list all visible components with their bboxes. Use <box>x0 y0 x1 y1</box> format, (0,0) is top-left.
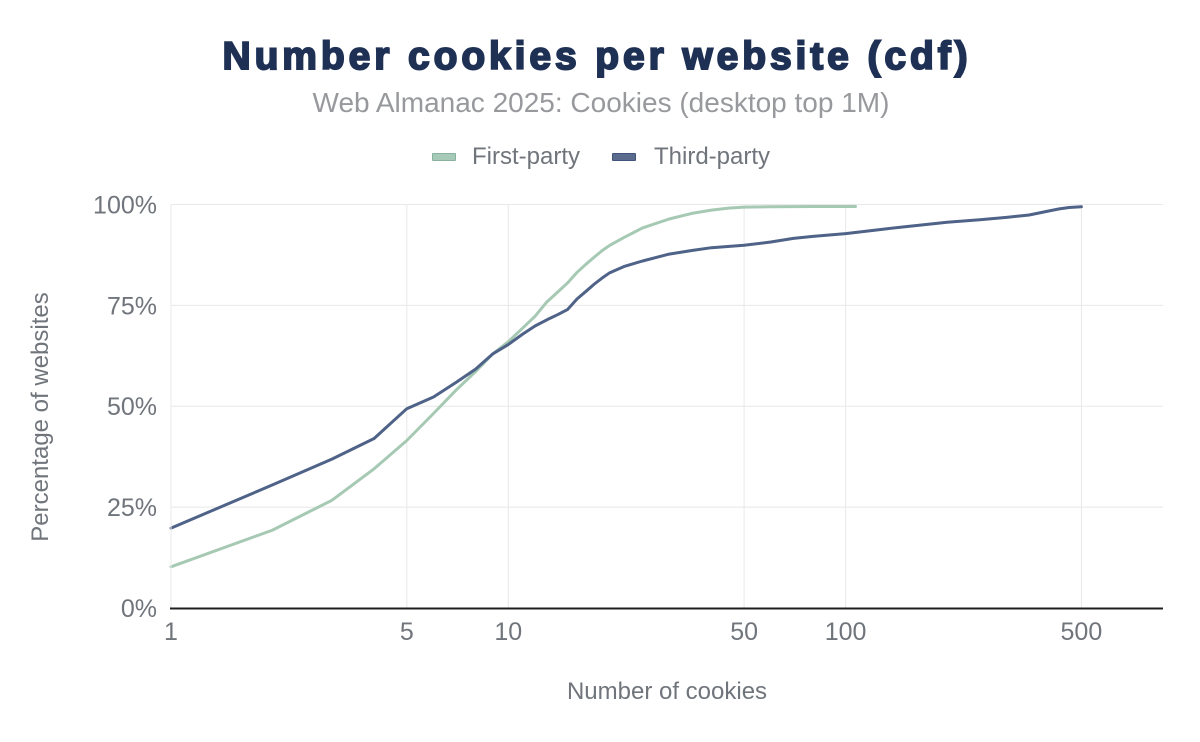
svg-text:Number of cookies: Number of cookies <box>567 678 767 705</box>
svg-text:5: 5 <box>400 618 414 646</box>
svg-text:75%: 75% <box>107 292 157 320</box>
svg-text:10: 10 <box>494 618 522 646</box>
svg-text:100%: 100% <box>93 192 157 220</box>
svg-text:First-party: First-party <box>472 143 580 170</box>
svg-text:1: 1 <box>164 618 178 646</box>
svg-text:Web Almanac 2025: Cookies (des: Web Almanac 2025: Cookies (desktop top 1… <box>313 87 890 118</box>
svg-text:25%: 25% <box>107 494 157 522</box>
svg-text:500: 500 <box>1061 618 1103 646</box>
svg-text:Percentage of websites: Percentage of websites <box>27 292 54 541</box>
svg-text:50: 50 <box>730 618 758 646</box>
svg-text:0%: 0% <box>121 595 157 623</box>
svg-text:50%: 50% <box>107 393 157 421</box>
svg-text:Third-party: Third-party <box>654 143 770 170</box>
svg-text:100: 100 <box>825 618 867 646</box>
svg-text:Number cookies per website (cd: Number cookies per website (cdf) <box>223 35 972 78</box>
